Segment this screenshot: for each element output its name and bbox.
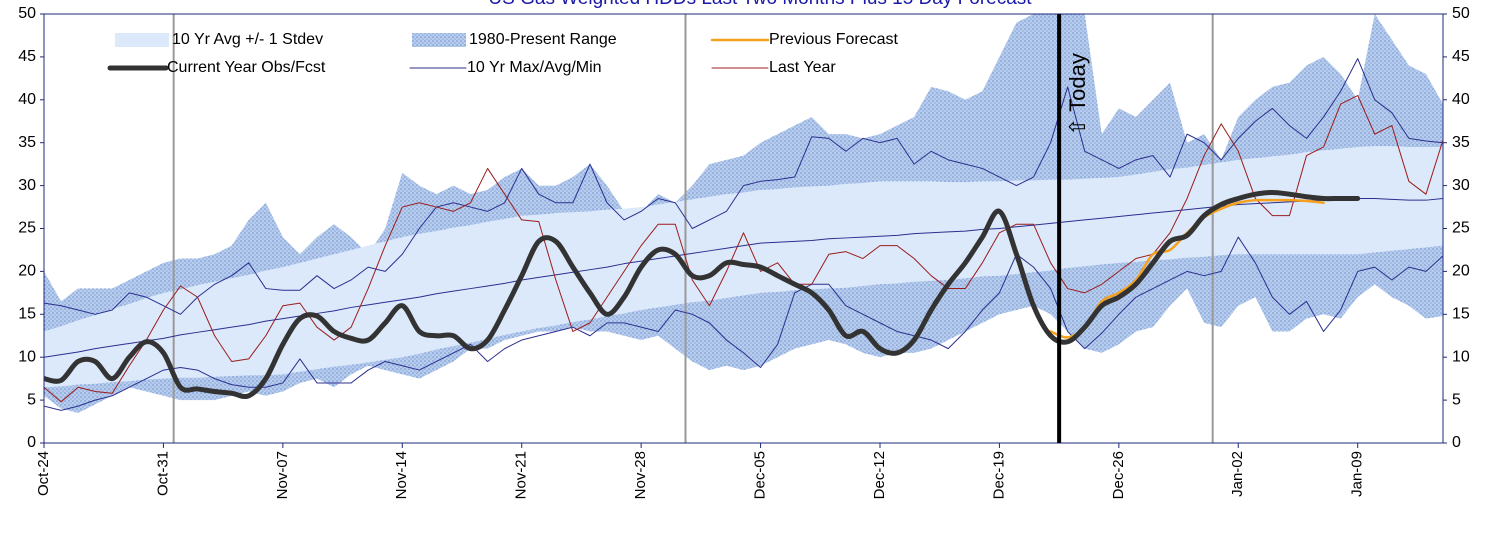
y-tick-label: 20 [18,263,36,280]
x-tick-label: Jan-02 [1229,451,1246,497]
series-line [44,236,1443,411]
x-tick-label: Dec-12 [871,451,888,499]
plot-area [44,14,1443,443]
series-line [44,189,1361,400]
y2-tick-label: 5 [1452,391,1461,408]
y-tick-label: 35 [18,134,36,151]
x-tick-label: Dec-19 [990,451,1007,499]
legend-swatch [115,33,169,47]
y-tick-label: 10 [18,348,36,365]
x-tick-label: Jan-09 [1349,451,1366,497]
y2-tick-label: 15 [1452,306,1470,323]
y-tick-label: 15 [18,306,36,323]
x-tick-label: Oct-24 [35,451,52,496]
y2-tick-label: 35 [1452,134,1470,151]
y2-tick-label: 45 [1452,48,1470,65]
y2-tick-label: 40 [1452,91,1470,108]
x-tick-label: Nov-28 [632,451,649,499]
y-tick-label: 45 [18,48,36,65]
x-tick-label: Nov-21 [513,451,530,499]
y2-tick-label: 25 [1452,220,1470,237]
today-label: ⇧ Today [1065,53,1090,136]
legend-label: Current Year Obs/Fcst [167,59,326,76]
legend-label: Previous Forecast [769,31,898,48]
legend-label: 10 Yr Avg +/- 1 Stdev [172,31,323,48]
chart-title: US Gas Weighted HDDs Last Two Months Plu… [488,0,1032,9]
x-tick-label: Oct-31 [154,451,171,496]
y-tick-label: 5 [27,391,36,408]
y-tick-label: 50 [18,5,36,22]
y2-tick-label: 20 [1452,263,1470,280]
x-tick-label: Dec-26 [1110,451,1127,499]
y-tick-label: 40 [18,91,36,108]
y2-tick-label: 0 [1452,434,1461,451]
series-line [44,197,1443,358]
y-tick-label: 30 [18,177,36,194]
series-line [44,95,1443,403]
y2-tick-label: 30 [1452,177,1470,194]
legend-swatch [412,33,466,47]
y-tick-label: 0 [27,434,36,451]
legend-label: 10 Yr Max/Avg/Min [467,59,602,76]
y2-tick-label: 50 [1452,5,1470,22]
series-line [44,58,1443,315]
x-tick-label: Nov-07 [274,451,291,499]
y-tick-label: 25 [18,220,36,237]
x-tick-label: Nov-14 [393,451,410,499]
legend-label: Last Year [769,59,836,76]
overlay: ⇧ Today 10 Yr Avg +/- 1 Stdev 1980-Present… [107,14,1090,443]
legend-label: 1980-Present Range [469,31,617,48]
y2-tick-label: 10 [1452,348,1470,365]
x-tick-label: Dec-05 [752,451,769,499]
